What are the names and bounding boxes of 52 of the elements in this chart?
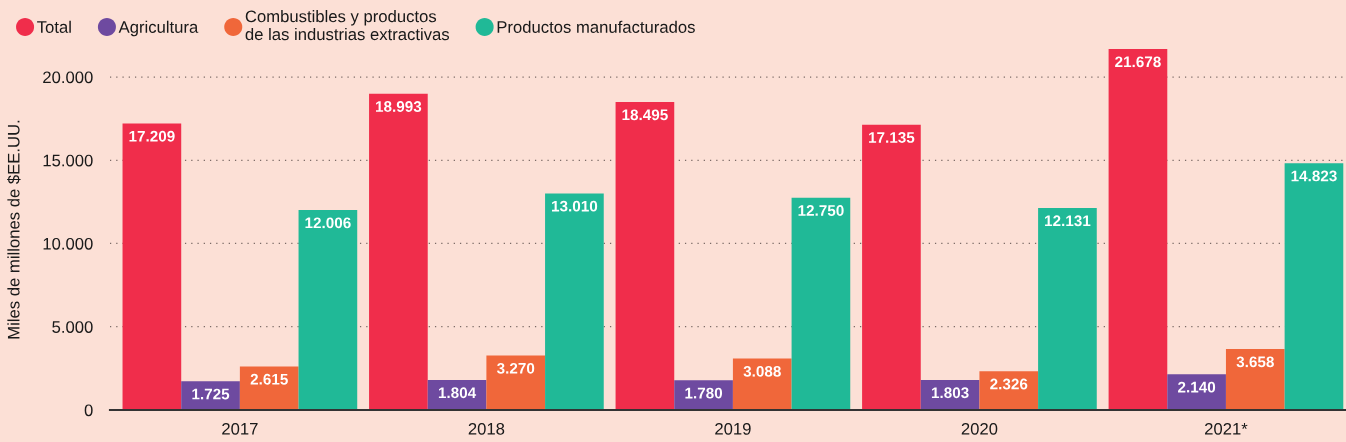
bar xyxy=(239,366,299,410)
x-tick-label: 2021* xyxy=(1205,422,1248,435)
data-label: 2.615 xyxy=(250,373,288,385)
bar xyxy=(1167,374,1226,410)
bar xyxy=(369,93,428,410)
data-label: 1.780 xyxy=(685,387,723,399)
data-label: 3.270 xyxy=(496,362,535,374)
data-label: 18.495 xyxy=(622,109,668,121)
x-tick-label: 2020 xyxy=(961,422,998,435)
data-label: 21.678 xyxy=(1115,56,1161,68)
bar xyxy=(862,124,921,410)
data-label: 1.803 xyxy=(931,387,969,399)
data-label: 12.006 xyxy=(305,217,351,229)
bar xyxy=(298,210,358,410)
bar xyxy=(181,381,240,410)
bar xyxy=(732,358,792,410)
legend-label: Total xyxy=(37,20,71,33)
legend-label: Combustibles y productos de las industrias extractivas xyxy=(245,10,450,41)
bar xyxy=(979,371,1039,410)
data-label: 12.131 xyxy=(1045,215,1091,227)
data-label: 18.993 xyxy=(375,101,422,112)
data-label: 12.750 xyxy=(798,205,844,216)
x-tick-label: 2018 xyxy=(468,422,505,435)
data-label: 2.140 xyxy=(1178,381,1216,393)
data-label: 14.823 xyxy=(1291,170,1337,182)
bar xyxy=(1225,349,1285,410)
y-tick-label: 15.000 xyxy=(43,154,93,167)
bar xyxy=(1284,163,1344,410)
y-tick-label: 20.000 xyxy=(43,71,93,84)
bar xyxy=(1108,49,1168,410)
y-axis-title: Miles de millones de $EE.UU. xyxy=(7,120,21,339)
bar xyxy=(791,197,851,410)
data-label: 13.010 xyxy=(552,200,598,212)
data-label: 17.135 xyxy=(869,132,915,143)
data-label: 3.658 xyxy=(1236,356,1274,368)
bar xyxy=(615,102,675,410)
data-label: 1.804 xyxy=(438,387,477,399)
legend-label: Agricultura xyxy=(118,20,199,37)
legend-label: Productos manufacturados xyxy=(497,20,695,33)
bar xyxy=(486,355,546,410)
x-tick-label: 2019 xyxy=(715,422,751,435)
data-label: 17.209 xyxy=(129,130,175,142)
x-tick-label: 2017 xyxy=(222,422,258,435)
data-label: 2.326 xyxy=(990,378,1028,390)
data-label: 1.725 xyxy=(192,388,230,400)
bar xyxy=(545,193,604,410)
data-label: 3.088 xyxy=(743,365,781,377)
y-tick-label: 0 xyxy=(84,404,93,417)
y-tick-label: 10.000 xyxy=(43,237,93,250)
y-tick-label: 5.000 xyxy=(52,321,93,333)
bar xyxy=(122,123,182,410)
bar xyxy=(1038,208,1097,410)
